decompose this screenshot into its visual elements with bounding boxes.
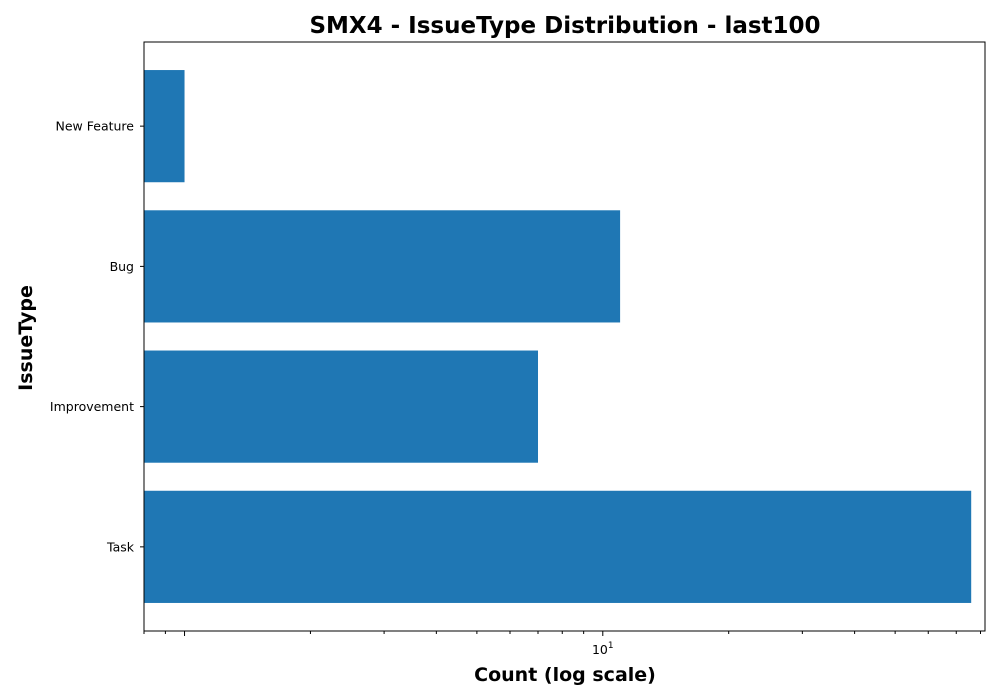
x-tick-label-exponent: 1 (608, 641, 614, 651)
y-tick-label: New Feature (56, 119, 135, 134)
plot-frame (143, 41, 986, 632)
x-tick-label-base: 10 (592, 642, 608, 657)
y-tick-label: Bug (110, 259, 134, 274)
bar-improvement (144, 350, 539, 463)
bar-new-feature (144, 70, 185, 183)
bar-bug (144, 210, 621, 323)
y-axis-label: IssueType (15, 285, 37, 391)
x-axis-label: Count (log scale) (474, 664, 656, 686)
x-axis-ticks: 101 (143, 631, 982, 657)
bar-task (144, 490, 972, 603)
x-tick-label: 101 (592, 641, 614, 657)
chart-title: SMX4 - IssueType Distribution - last100 (309, 13, 820, 39)
y-axis-ticks: Task Improvement Bug New Feature (50, 119, 144, 554)
y-tick-label: Improvement (50, 399, 134, 414)
bars-group (144, 70, 972, 603)
y-tick-label: Task (106, 539, 135, 554)
